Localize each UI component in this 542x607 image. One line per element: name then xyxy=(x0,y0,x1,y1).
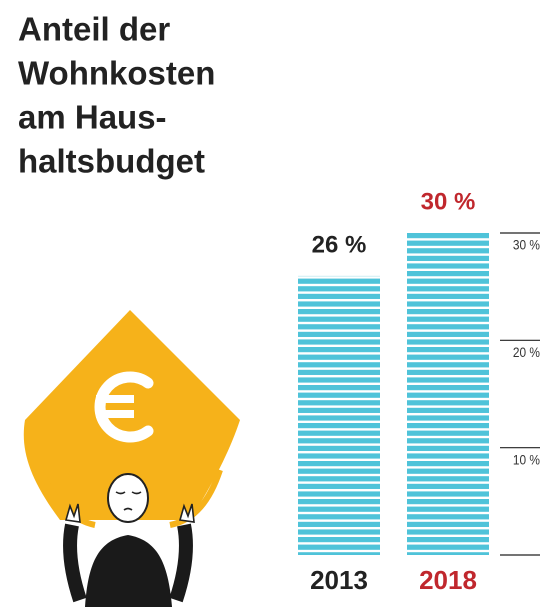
value-label: 26 % xyxy=(312,231,367,258)
illustration xyxy=(23,310,240,607)
bar xyxy=(407,233,489,555)
y-tick-label: 30 % xyxy=(513,237,541,253)
x-tick-label: 2013 xyxy=(310,565,368,595)
y-tick-label: 10 % xyxy=(513,451,541,467)
bar xyxy=(298,275,380,555)
title-line: am Haus- xyxy=(18,99,167,136)
x-tick-label: 2018 xyxy=(419,565,477,595)
y-tick-label: 20 % xyxy=(513,344,541,360)
title-line: haltsbudget xyxy=(18,143,205,180)
chart-title: Anteil der Wohnkosten am Haus-haltsbudget xyxy=(18,11,215,180)
value-label: 30 % xyxy=(421,188,476,215)
title-line: Anteil der xyxy=(18,11,170,48)
title-line: Wohnkosten xyxy=(18,55,215,92)
